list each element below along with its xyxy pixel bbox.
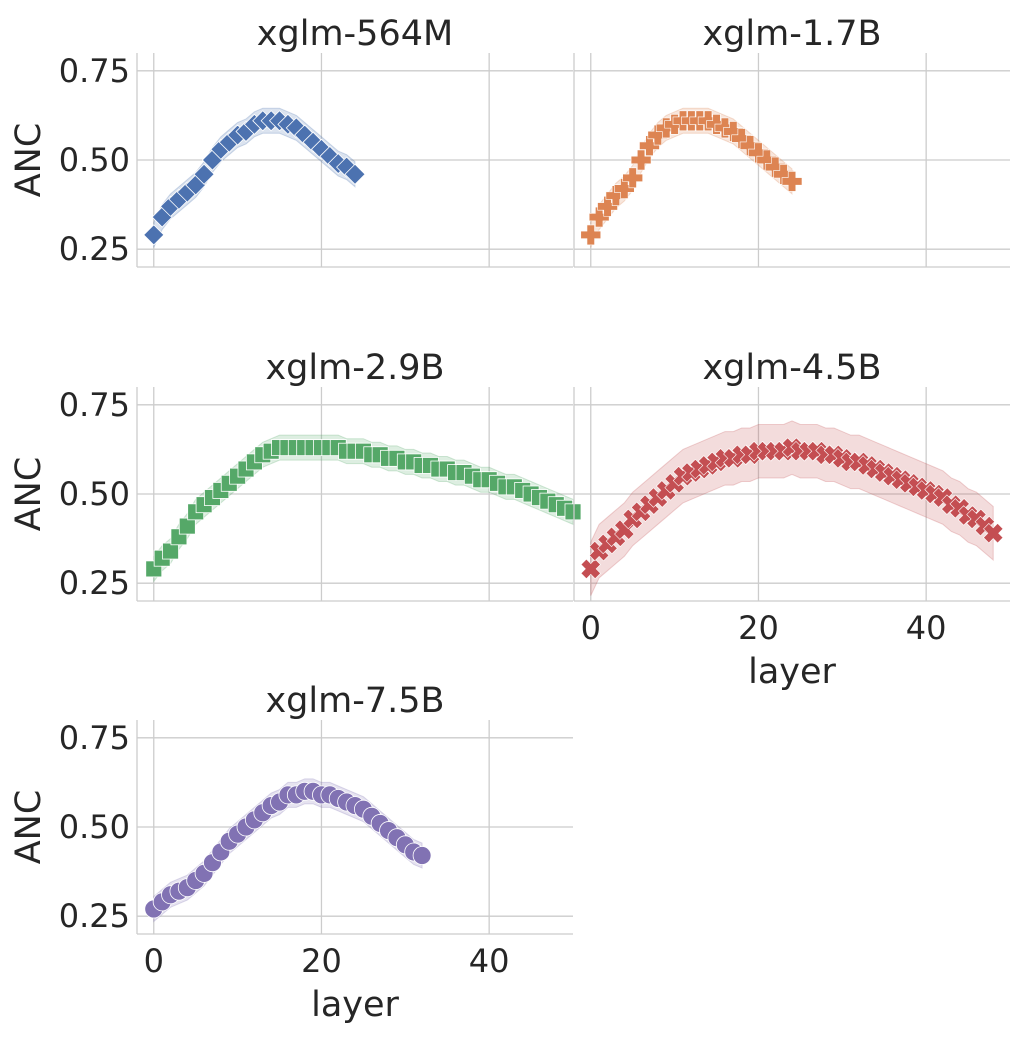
data-point: [178, 517, 196, 535]
data-point: [162, 542, 179, 560]
data-point: [344, 163, 366, 185]
data-point: [622, 167, 643, 189]
panel-2: xglm-1.7B: [573, 14, 1010, 268]
panel-3: xglm-2.9B 0.25 0.50 0.75 ANC: [9, 348, 582, 602]
x-axis-label: layer: [311, 985, 399, 1025]
data-point: [630, 149, 652, 171]
data-point: [614, 178, 635, 199]
y-tick-label: 0.25: [59, 897, 130, 935]
y-tick-label: 0.25: [59, 564, 130, 602]
x-tick-label: 0: [581, 609, 601, 647]
panel-title: xglm-564M: [257, 14, 453, 54]
y-tick-label: 0.25: [59, 230, 130, 268]
y-tick-label: 0.50: [59, 475, 130, 513]
y-tick-label: 0.75: [59, 386, 130, 424]
panel-title: xglm-4.5B: [702, 348, 881, 388]
x-tick-label: 40: [906, 609, 947, 647]
y-tick-label: 0.75: [59, 719, 130, 757]
data-point: [143, 224, 165, 246]
y-axis-label: ANC: [9, 123, 49, 198]
data-point: [983, 523, 1004, 544]
panel-title: xglm-2.9B: [265, 348, 444, 388]
data-point: [580, 558, 601, 580]
data-point: [588, 206, 610, 228]
y-tick-label: 0.75: [59, 52, 130, 90]
data-point: [580, 224, 602, 246]
y-axis-label: ANC: [9, 457, 49, 532]
data-point: [781, 171, 803, 192]
y-tick-label: 0.50: [59, 141, 130, 179]
panel-title: xglm-1.7B: [702, 14, 881, 54]
x-tick-label: 20: [738, 609, 779, 647]
data-point: [193, 163, 215, 185]
x-tick-label: 0: [144, 942, 164, 980]
x-tick-label: 40: [469, 942, 510, 980]
panel-5: xglm-7.5B 0.25 0.50 0.75 0 20 40 ANC layer: [9, 681, 573, 1025]
x-axis-label: layer: [748, 652, 836, 692]
data-point: [639, 135, 660, 157]
x-tick-label: 20: [301, 942, 342, 980]
y-axis-label: ANC: [9, 790, 49, 865]
y-tick-label: 0.50: [59, 808, 130, 846]
panel-4: xglm-4.5B 0 20 40 layer: [573, 348, 1010, 692]
data-point: [412, 846, 432, 865]
panel-title: xglm-7.5B: [265, 681, 444, 721]
data-point: [564, 503, 582, 521]
panel-1: xglm-564M 0.25 0.50 0.75 ANC: [9, 14, 573, 268]
data-point: [597, 196, 618, 217]
